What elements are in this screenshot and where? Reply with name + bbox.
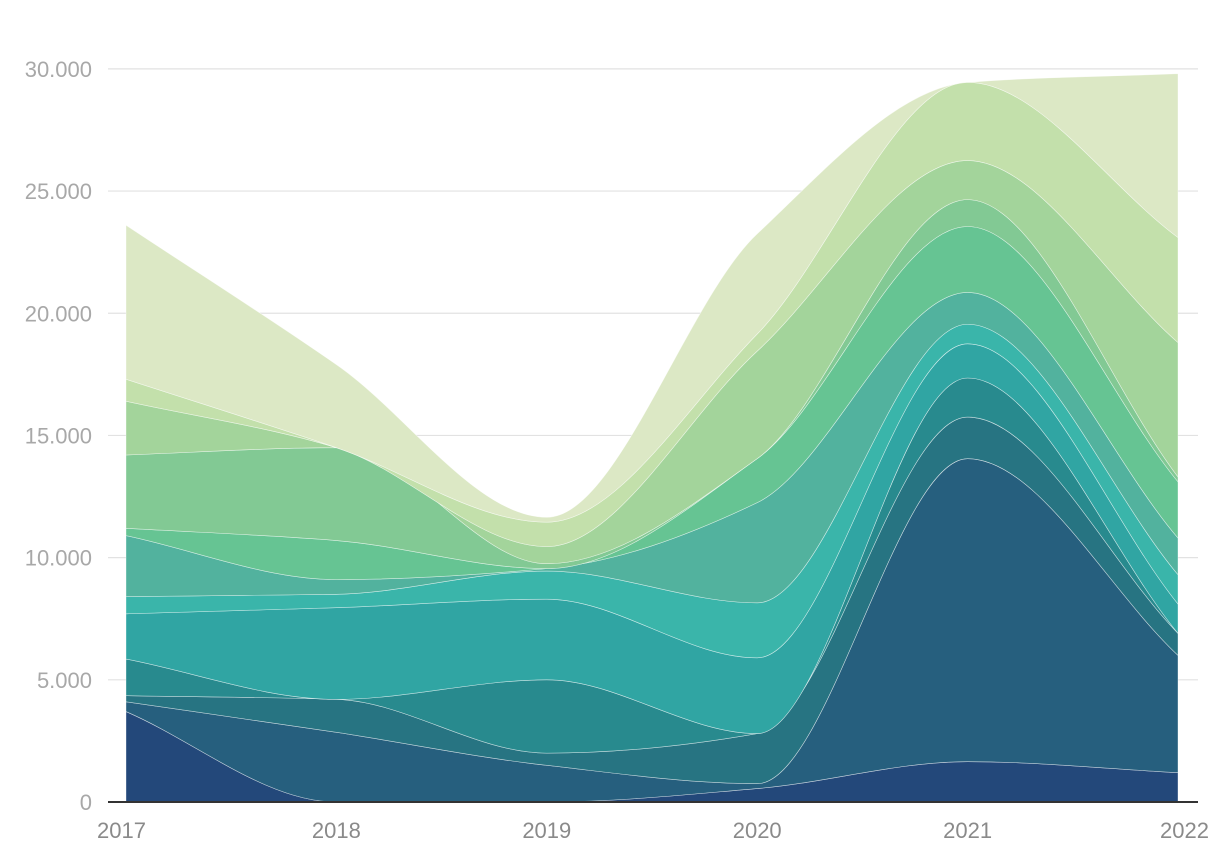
x-axis: 2017 2018 2019 2020 2021 2022 xyxy=(97,801,1209,843)
x-tick-label: 2020 xyxy=(733,818,782,843)
y-tick-label: 0 xyxy=(80,790,92,815)
y-tick-label: 5.000 xyxy=(37,668,92,693)
x-tick-label: 2019 xyxy=(522,818,571,843)
y-axis: 0 5.000 10.000 15.000 20.000 25.000 30.000 xyxy=(25,57,92,815)
y-tick-label: 25.000 xyxy=(25,179,92,204)
y-tick-label: 10.000 xyxy=(25,546,92,571)
area-series xyxy=(125,73,1179,803)
y-tick-label: 30.000 xyxy=(25,57,92,82)
y-tick-label: 15.000 xyxy=(25,423,92,448)
x-tick-label: 2018 xyxy=(312,818,361,843)
x-tick-label: 2021 xyxy=(943,818,992,843)
area-series-12 xyxy=(125,73,1179,523)
y-tick-label: 20.000 xyxy=(25,301,92,326)
x-tick-label: 2022 xyxy=(1160,818,1209,843)
x-tick-label: 2017 xyxy=(97,818,146,843)
